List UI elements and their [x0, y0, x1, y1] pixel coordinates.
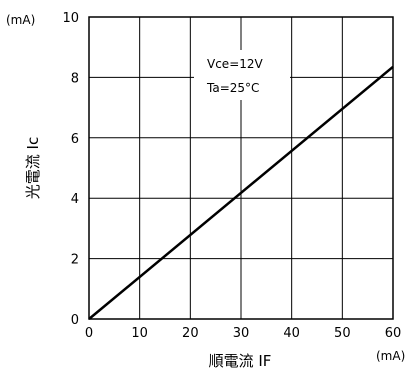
- x-tick-label: 0: [85, 326, 93, 341]
- y-tick-label: 10: [62, 11, 79, 26]
- annotation-vce: Vce=12V: [207, 57, 264, 71]
- annotation-ta: Ta=25°C: [206, 81, 259, 95]
- x-tick-label: 40: [283, 326, 300, 341]
- x-tick-label: 30: [233, 326, 250, 341]
- plot-frame: [88, 16, 394, 320]
- annotation-box: [194, 50, 290, 100]
- y-tick-label: 6: [71, 132, 79, 147]
- y-axis-title: 光電流 Ic: [24, 137, 42, 199]
- tick-labels: 0 10 20 30 40 50 60 0 2 4 6 8 10: [62, 11, 401, 341]
- y-tick-label: 0: [71, 313, 79, 328]
- y-tick-label: 2: [71, 253, 79, 268]
- x-tick-label: 10: [131, 326, 148, 341]
- series-line: [88, 65, 394, 320]
- x-tick-label: 60: [385, 326, 402, 341]
- x-tick-label: 50: [334, 326, 351, 341]
- y-unit-label: (mA): [6, 13, 35, 27]
- x-unit-label: (mA): [376, 349, 405, 363]
- y-tick-label: 4: [71, 192, 79, 207]
- series: [88, 65, 394, 320]
- x-tick-label: 20: [182, 326, 199, 341]
- x-axis-title: 順電流 IF: [209, 352, 272, 370]
- y-tick-label: 8: [71, 71, 79, 86]
